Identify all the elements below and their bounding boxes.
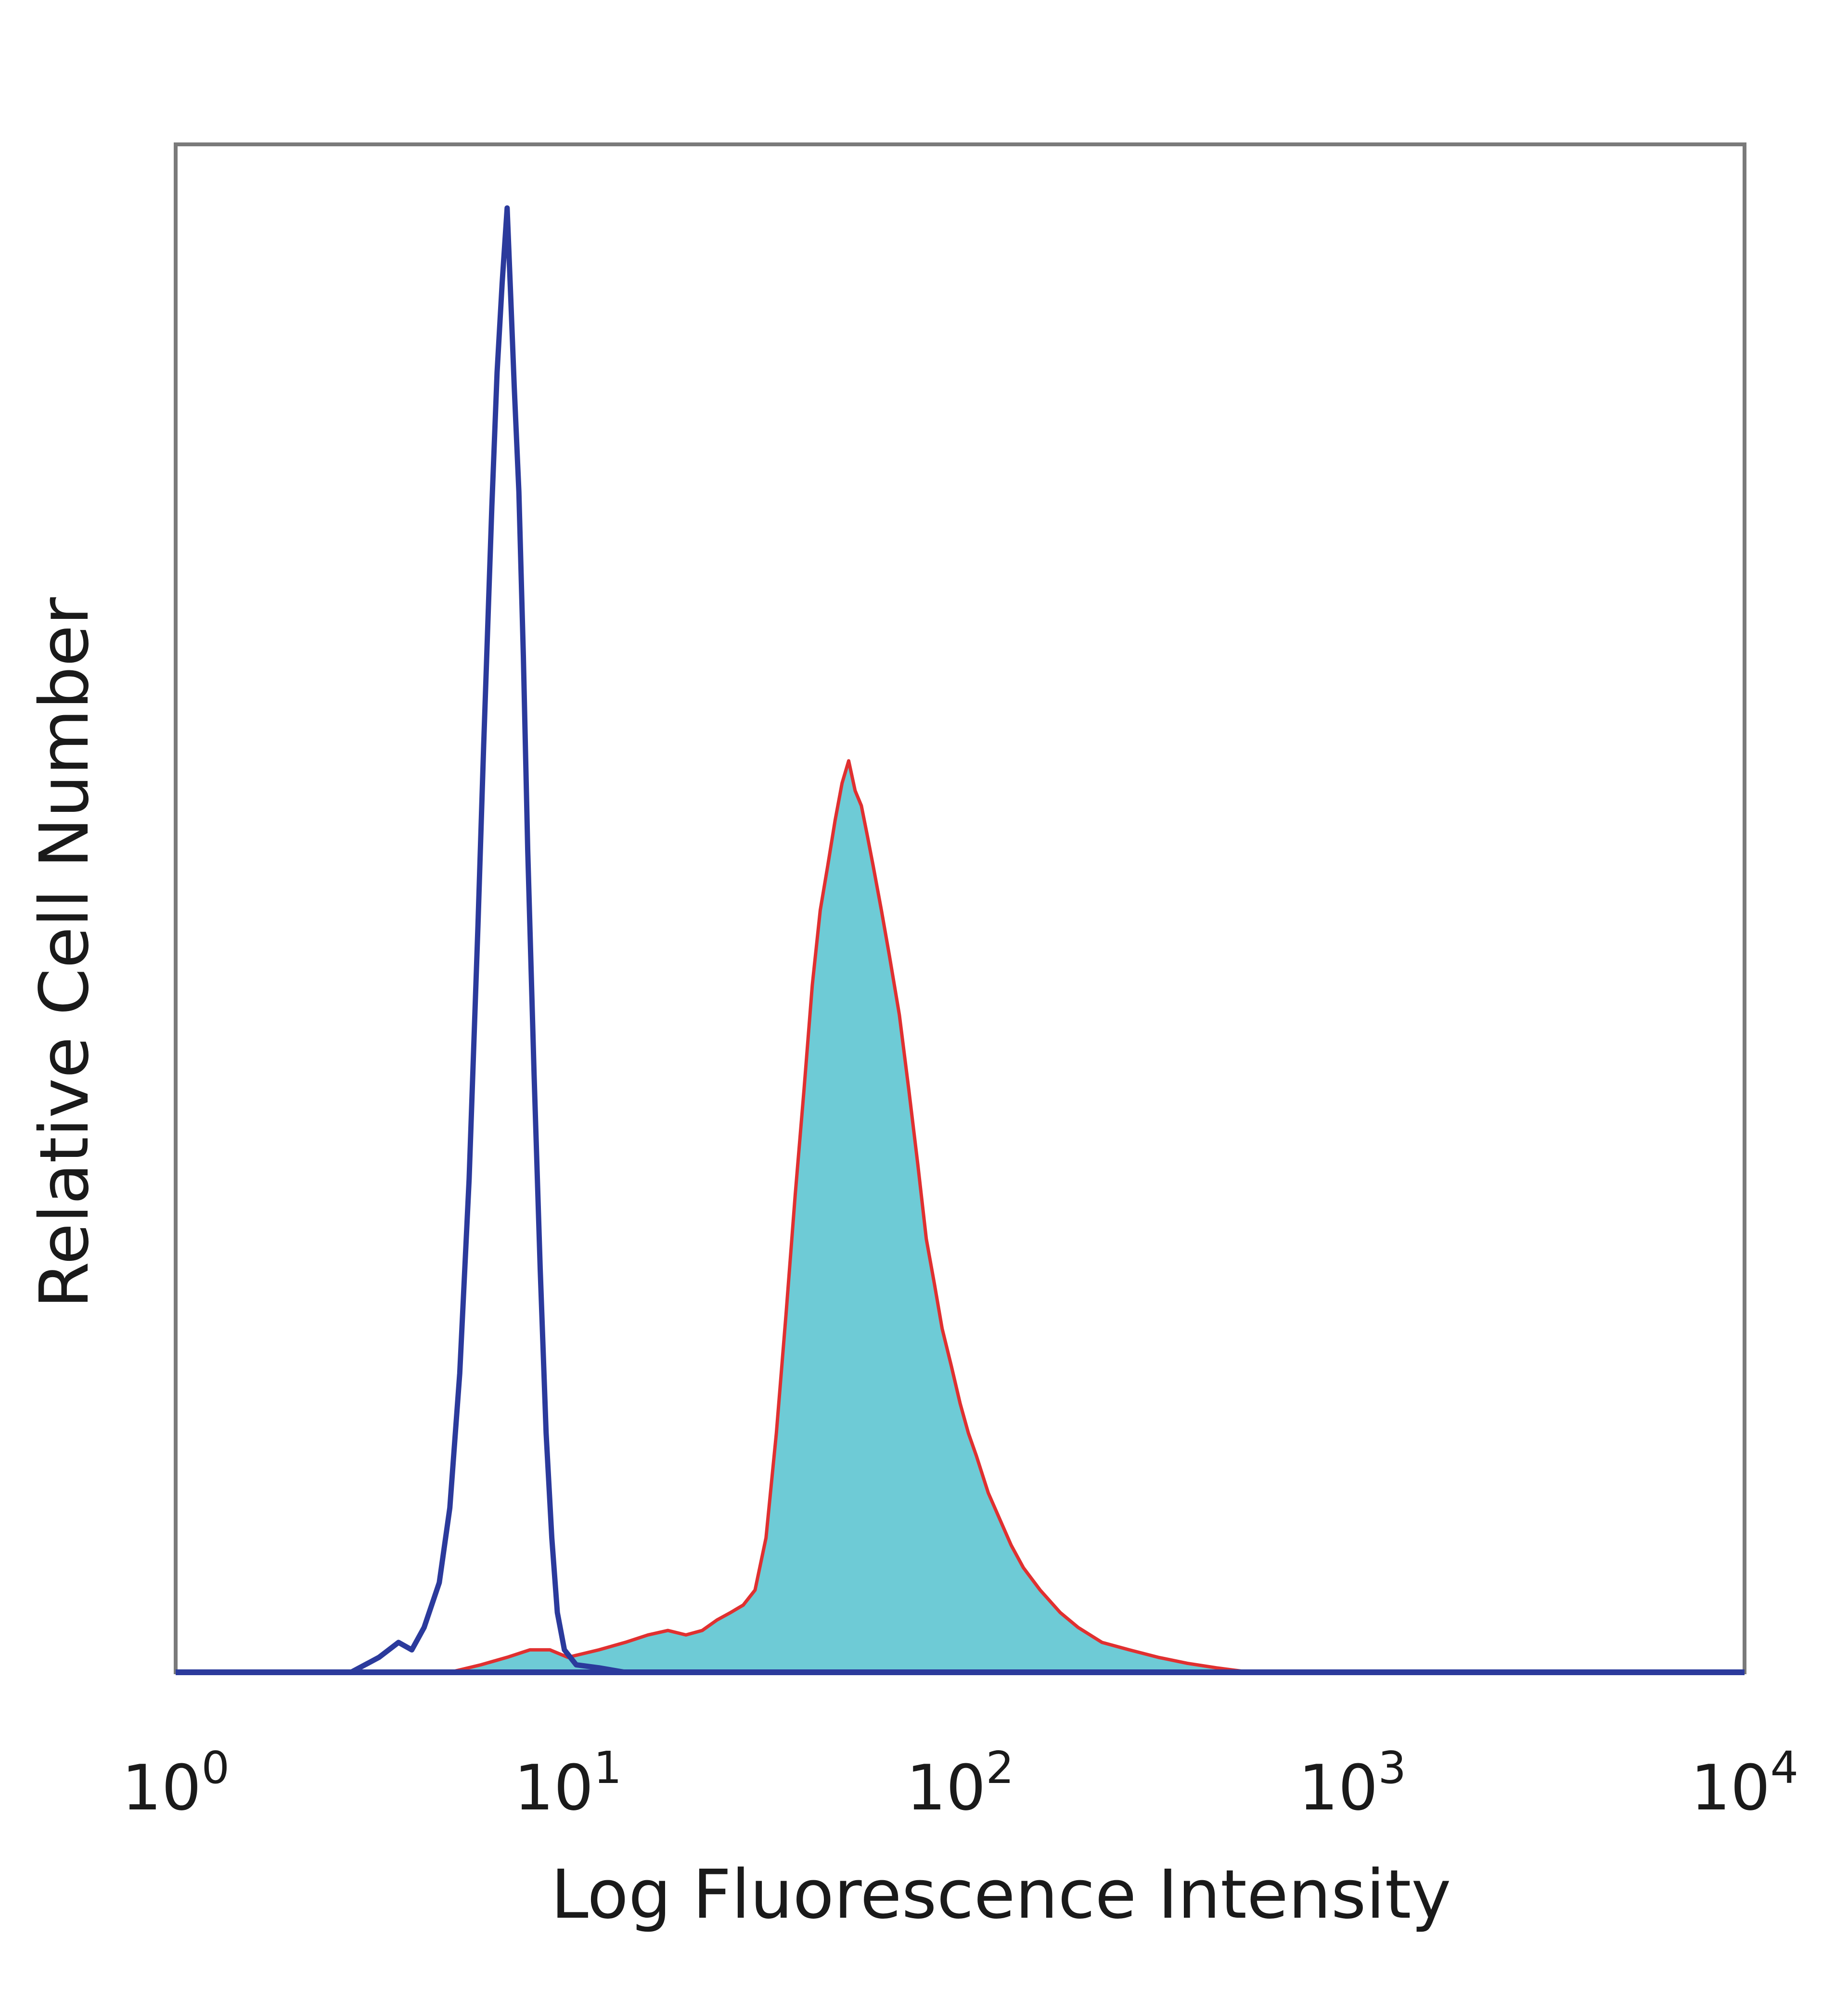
x-tick-label: 103 — [1298, 1742, 1406, 1824]
x-axis-title: Log Fluorescence Intensity — [551, 1856, 1451, 1934]
x-tick-label: 100 — [122, 1742, 230, 1824]
series-1-edge — [449, 759, 1251, 1674]
x-tick-labels: 100 101 102 103 104 — [122, 1742, 1798, 1824]
series-1-area — [449, 761, 1251, 1672]
y-axis-title: Relative Cell Number — [26, 597, 104, 1308]
x-tick-label: 102 — [906, 1742, 1014, 1824]
x-tick-label: 104 — [1691, 1742, 1798, 1824]
x-tick-label: 101 — [514, 1742, 622, 1824]
series-layer — [349, 205, 1251, 1675]
series-0-line — [349, 205, 626, 1675]
